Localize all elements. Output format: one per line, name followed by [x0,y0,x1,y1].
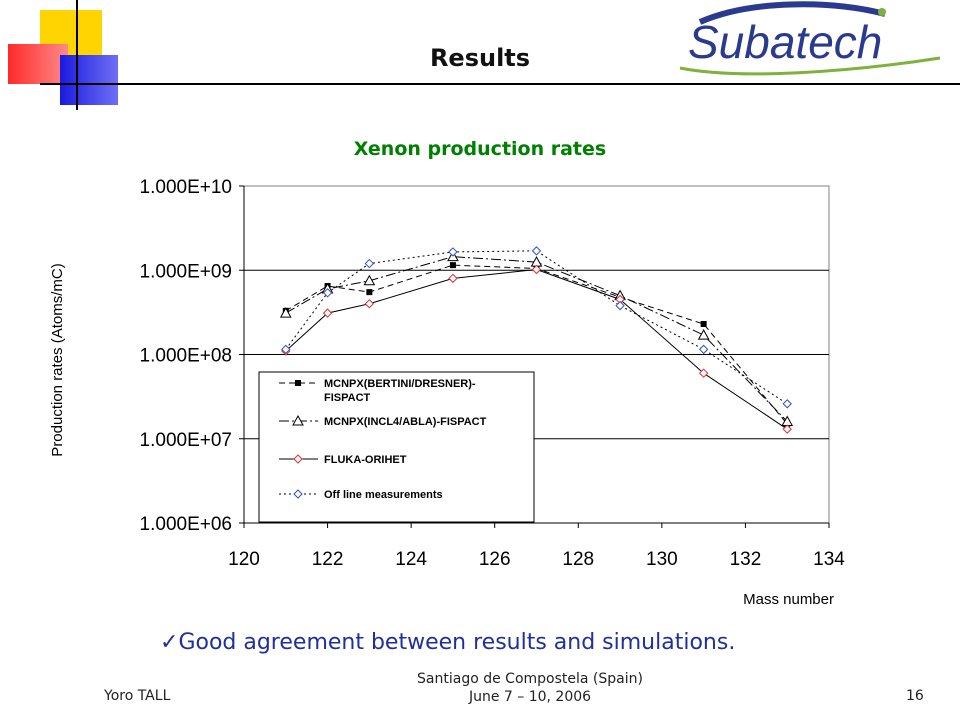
conclusion-label: Good agreement between results and simul… [178,630,736,655]
slide-title: Results [429,44,531,72]
legend-label: Off line measurements [324,489,443,501]
y-tick-label: 1.000E+07 [140,430,232,451]
data-point [700,321,707,328]
footer-event-line1: Santiago de Compostela (Spain) [417,671,643,687]
data-point [448,247,458,257]
y-tick-labels: 1.000E+10 1.000E+09 1.000E+08 1.000E+07 1.00… [140,177,232,535]
footer-event-line2: June 7 – 10, 2006 [468,689,592,705]
page-number: 16 [906,688,924,704]
data-point [448,273,458,284]
data-point [279,307,292,318]
series-line [285,264,788,425]
conclusion-text: ✓Good agreement between results and simu… [160,630,735,655]
data-point [449,262,456,269]
data-point [364,299,375,309]
x-tick-label: 128 [562,549,594,570]
series-line [285,256,788,422]
legend-box [258,371,535,523]
legend-marker [295,380,301,386]
chart-canvas: 1.000E+10 1.000E+09 1.000E+08 1.000E+07 1.00… [49,177,845,608]
legend-label: MCNPX(INCL4/ABLA)-FISPACT [324,416,487,428]
data-point [281,344,291,355]
data-point [364,258,375,269]
data-point [698,344,709,355]
data-point [782,424,792,434]
footer-event: Santiago de Compostela (Spain) June 7 – … [380,670,680,706]
red-square [8,44,68,84]
data-point [531,264,542,275]
data-point [615,300,625,311]
data-point [782,399,792,409]
x-tick-label: 124 [395,549,427,570]
x-tick-label: 120 [228,549,260,570]
legend: MCNPX(BERTINI/DRESNER)- FISPACT MCNPX(INCL… [258,371,535,523]
x-tick-label: 130 [646,549,678,570]
check-icon: ✓ [160,630,179,655]
title-rule [40,83,960,85]
data-point [698,368,709,378]
y-axis-label: Production rates (Atoms/mC) [49,263,66,456]
data-point [363,274,376,286]
y-tick-label: 1.000E+08 [140,346,232,367]
legend-label: FLUKA-ORIHET [324,454,407,466]
legend-marker [293,454,303,464]
x-tick-label: 126 [479,549,511,570]
subatech-logo: Subatech [679,1,941,76]
legend-marker [292,414,304,426]
legend-label: FISPACT [324,392,371,404]
x-tick-label: 134 [813,549,845,570]
data-point [531,246,542,256]
logo-text: Subatech [688,16,882,68]
corner-decoration [0,0,130,110]
footer-author: Yoro TALL [104,688,171,704]
x-axis-label: Mass number [743,591,834,608]
series-group [279,246,794,434]
legend-label: MCNPX(BERTINI/DRESNER)- [324,378,476,390]
data-point [366,289,373,296]
legend-marker [293,489,303,499]
data-point [697,329,710,340]
y-tick-label: 1.000E+10 [140,177,232,198]
series-line [285,269,788,430]
x-tick-label: 122 [312,549,344,570]
chart-title: Xenon production rates [353,138,607,160]
vertical-line [76,0,78,110]
y-tick-label: 1.000E+09 [140,261,232,282]
blue-square [60,55,118,105]
data-point [322,308,333,318]
x-tick-label: 132 [730,549,762,570]
x-tick-labels: 120 122 124 126 128 130 132 134 [228,549,845,570]
y-tick-label: 1.000E+06 [140,514,232,535]
data-point [322,288,333,298]
